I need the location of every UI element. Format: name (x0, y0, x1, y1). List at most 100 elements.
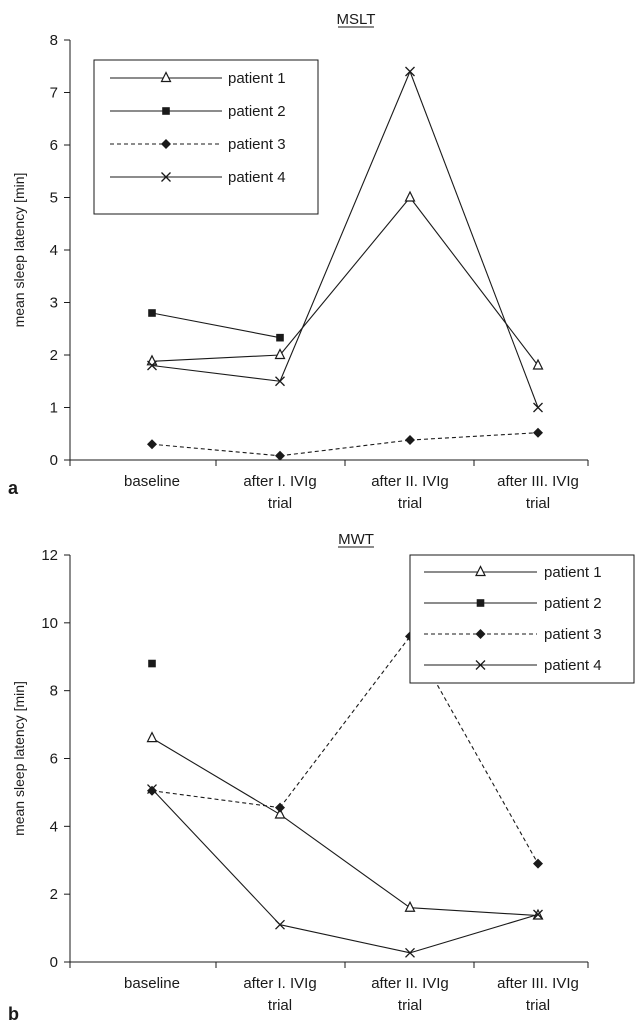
series-line-segment (151, 443, 281, 457)
series-line-segment (151, 364, 281, 382)
legend-label: patient 2 (228, 103, 286, 120)
x-tick-label: trial (268, 495, 292, 512)
data-point (276, 333, 284, 342)
y-tick-label: 2 (50, 347, 58, 364)
y-tick-label: 0 (50, 954, 58, 971)
legend-label: patient 1 (228, 70, 286, 87)
y-tick-label: 6 (50, 751, 58, 768)
legend: patient 1 patient 2 patient 3 patient 4 (409, 554, 635, 684)
legend-marker (475, 629, 486, 639)
series-line-segment (279, 197, 411, 356)
data-point (146, 731, 158, 743)
x-tick-label: after I. IVIg (243, 473, 316, 490)
series-line-segment (151, 790, 281, 809)
series-line-segment (279, 814, 411, 909)
x-tick-label: after II. IVIg (371, 473, 449, 490)
series-patient-4 (147, 784, 543, 958)
x-tick-label: after III. IVIg (497, 975, 579, 992)
data-point (405, 435, 415, 446)
series-line-segment (151, 788, 281, 926)
legend-marker (161, 172, 171, 182)
series-line-segment (409, 432, 539, 441)
series-line-segment (409, 913, 539, 954)
chart-title: MWT (338, 531, 374, 548)
data-point (275, 450, 285, 461)
legend-marker (162, 107, 170, 115)
series-line-segment (151, 354, 281, 362)
data-point (404, 900, 416, 912)
x-tick-label: trial (526, 495, 550, 512)
series-line-segment (151, 312, 281, 339)
x-tick-label: baseline (124, 975, 180, 992)
y-tick-label: 8 (50, 32, 58, 49)
data-point (148, 309, 156, 317)
series-line-segment (409, 197, 539, 366)
data-point (148, 659, 156, 668)
data-point (532, 358, 544, 370)
x-tick-label: after III. IVIg (497, 473, 579, 490)
legend-label: patient 3 (228, 136, 286, 153)
data-point (147, 439, 157, 450)
data-point (533, 402, 543, 413)
legend-marker (475, 565, 486, 577)
data-point (147, 785, 157, 796)
y-tick-label: 4 (50, 242, 58, 259)
data-point (533, 427, 543, 438)
data-point (275, 802, 285, 813)
legend-label: patient 4 (544, 657, 602, 674)
data-point (404, 190, 416, 202)
chart-panel-a: 0 1 2 3 4 5 6 7 8 baseline after I. IVIg trial after… (8, 11, 589, 512)
chart-panel-b: 0 2 4 6 8 10 12 baseline after I. IVIg trial after… (8, 531, 635, 1024)
series-line-segment (409, 907, 539, 917)
data-point (275, 376, 285, 387)
x-tick-label: trial (398, 495, 422, 512)
y-tick-label: 12 (41, 547, 58, 564)
series-line-segment (409, 71, 539, 408)
series-line-segment (279, 439, 411, 457)
chart-title: MSLT (337, 11, 376, 28)
series-patient-4 (147, 66, 543, 413)
y-tick-label: 2 (50, 886, 58, 903)
y-axis-label: mean sleep latency [min] (11, 681, 27, 836)
series-line-segment (279, 924, 411, 954)
data-point (275, 919, 285, 930)
x-tick-label: trial (398, 997, 422, 1014)
x-tick-label: after I. IVIg (243, 975, 316, 992)
series-line-segment (279, 636, 411, 809)
y-tick-label: 6 (50, 137, 58, 154)
series-patient-2 (148, 309, 284, 342)
x-tick-label: baseline (124, 473, 180, 490)
y-tick-label: 4 (50, 818, 58, 835)
x-tick-label: trial (268, 997, 292, 1014)
data-point (405, 947, 415, 958)
series-line-segment (279, 71, 411, 382)
data-point (274, 348, 286, 360)
legend-box (409, 554, 635, 684)
y-tick-label: 0 (50, 452, 58, 469)
legend-marker (161, 139, 171, 149)
data-point (147, 360, 157, 371)
series-patient-2 (148, 659, 156, 668)
data-point (147, 784, 157, 794)
legend-label: patient 2 (544, 595, 602, 612)
y-tick-label: 3 (50, 295, 58, 312)
y-tick-label: 7 (50, 85, 58, 102)
data-point (533, 909, 543, 920)
data-point (274, 807, 286, 819)
legend-box (93, 59, 319, 215)
legend-marker (475, 660, 486, 670)
legend-marker (476, 599, 485, 607)
panel-label: a (8, 478, 19, 498)
y-tick-label: 10 (41, 615, 58, 632)
x-tick-label: trial (526, 997, 550, 1014)
y-tick-label: 1 (50, 400, 58, 417)
panel-label: b (8, 1004, 19, 1024)
series-line-segment (151, 737, 281, 815)
legend-marker (160, 71, 172, 83)
legend-label: patient 1 (544, 564, 602, 581)
data-point (146, 354, 158, 366)
legend-label: patient 3 (544, 626, 602, 643)
series-patient-1 (146, 190, 544, 370)
y-axis-label: mean sleep latency [min] (11, 173, 27, 328)
